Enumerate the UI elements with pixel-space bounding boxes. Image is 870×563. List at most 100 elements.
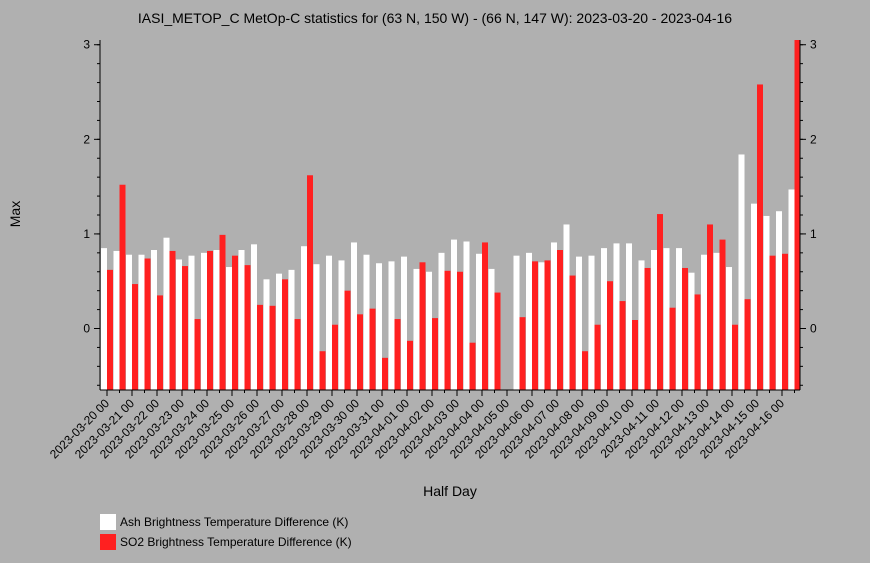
ash-bar: [426, 271, 432, 390]
ash-bar: [463, 241, 470, 390]
ash-bar: [226, 267, 232, 390]
ash-bar: [101, 248, 107, 390]
y-tick-label-right: 3: [810, 38, 817, 52]
so2-bar: [544, 260, 551, 390]
so2-bar: [357, 314, 363, 390]
so2-bar: [707, 224, 713, 390]
ash-bar: [663, 248, 670, 390]
so2-bar: [282, 279, 288, 390]
so2-bar: [594, 324, 601, 390]
legend-item-so2: SO2 Brightness Temperature Difference (K…: [100, 532, 352, 552]
ash-bar: [413, 268, 420, 390]
ash-bar: [488, 268, 495, 390]
so2-bar: [169, 250, 176, 390]
so2-bar: [682, 267, 688, 390]
ash-bar: [163, 237, 170, 390]
so2-bar: [269, 305, 276, 390]
ash-bar: [376, 263, 382, 390]
ash-bar: [688, 272, 695, 390]
so2-bar: [794, 40, 801, 390]
y-tick-label-left: 0: [83, 322, 90, 336]
y-tick-label-right: 1: [810, 227, 817, 241]
ash-bar: [613, 243, 620, 390]
so2-bar: [607, 281, 613, 390]
ash-bar: [738, 154, 745, 390]
so2-bar: [444, 270, 451, 390]
so2-bar: [632, 320, 638, 390]
so2-bar: [644, 267, 651, 390]
so2-bar: [432, 318, 438, 390]
ash-bar: [638, 260, 645, 390]
ash-bar: [651, 250, 657, 390]
ash-bar: [151, 250, 157, 390]
so2-bar: [419, 262, 426, 390]
y-tick-label-left: 3: [83, 38, 90, 52]
ash-bar: [388, 261, 395, 390]
ash-bar: [213, 250, 220, 390]
ash-bar: [713, 252, 720, 390]
ash-bar: [201, 252, 207, 390]
so2-bar: [207, 250, 213, 390]
ash-bar: [626, 243, 632, 390]
so2-bar: [744, 299, 751, 390]
so2-bar: [319, 351, 326, 390]
ash-bar: [301, 246, 307, 390]
so2-bar: [132, 284, 138, 390]
x-axis-label: Half Day: [423, 483, 477, 499]
ash-bar: [438, 252, 445, 390]
so2-bar: [769, 255, 776, 390]
ash-bar: [276, 273, 282, 390]
so2-bar: [157, 295, 163, 390]
legend-label-ash: Ash Brightness Temperature Difference (K…: [120, 515, 349, 529]
so2-bar: [232, 255, 238, 390]
legend-swatch-so2: [100, 534, 116, 550]
ash-bar: [513, 255, 520, 390]
ash-bar: [476, 253, 482, 390]
ash-bar: [401, 256, 407, 390]
so2-bar: [494, 292, 501, 390]
ash-bar: [763, 215, 770, 390]
chart-title: IASI_METOP_C MetOp-C statistics for (63 …: [137, 10, 733, 26]
so2-bar: [619, 301, 626, 390]
legend-label-so2: SO2 Brightness Temperature Difference (K…: [120, 535, 352, 549]
so2-bar: [194, 319, 201, 390]
ash-bar: [176, 259, 182, 390]
ash-bar: [776, 211, 782, 390]
ash-bar: [601, 248, 607, 390]
so2-bar: [457, 271, 463, 390]
so2-bar: [557, 250, 563, 390]
so2-bar: [407, 340, 413, 390]
ash-bar: [188, 255, 195, 390]
ash-bar: [326, 255, 332, 390]
so2-bar: [582, 351, 588, 390]
ash-bar: [251, 244, 257, 390]
so2-bar: [182, 266, 188, 390]
so2-bar: [782, 253, 788, 390]
ash-bar: [726, 267, 732, 390]
so2-bar: [757, 84, 763, 390]
ash-bar: [313, 264, 320, 390]
ash-bar: [563, 224, 570, 390]
ash-bar: [551, 242, 557, 390]
ash-bar: [113, 250, 120, 390]
ash-bar: [451, 239, 457, 390]
so2-bar: [394, 319, 401, 390]
legend: Ash Brightness Temperature Difference (K…: [100, 512, 352, 552]
ash-bar: [576, 256, 582, 390]
legend-item-ash: Ash Brightness Temperature Difference (K…: [100, 512, 352, 532]
so2-bar: [469, 342, 476, 390]
ash-bar: [238, 250, 245, 390]
ash-bar: [138, 254, 145, 390]
so2-bar: [669, 307, 676, 390]
ash-bar: [538, 262, 545, 390]
ash-bar: [363, 254, 370, 390]
so2-bar: [294, 319, 301, 390]
ash-bar: [751, 203, 757, 390]
ash-bar: [351, 242, 357, 390]
so2-bar: [369, 308, 376, 390]
so2-bar: [382, 357, 388, 390]
so2-bar: [144, 258, 151, 390]
so2-bar: [332, 324, 338, 390]
so2-bar: [482, 242, 488, 390]
ash-bar: [126, 254, 132, 390]
